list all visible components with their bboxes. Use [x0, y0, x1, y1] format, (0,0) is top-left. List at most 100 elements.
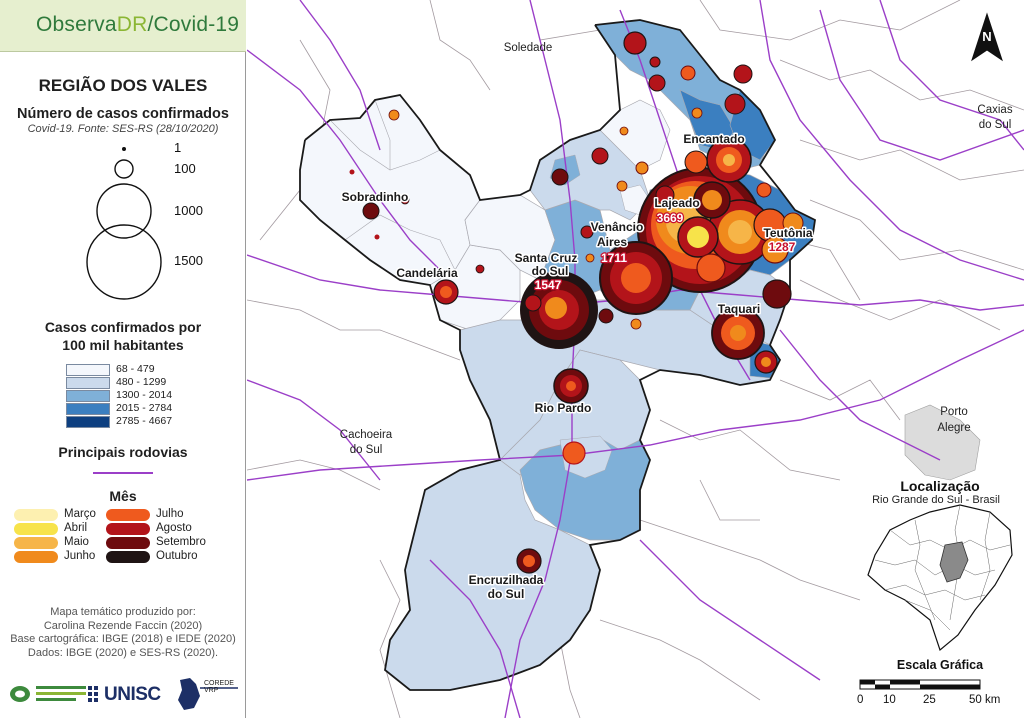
month-swatch: [106, 537, 150, 549]
cases-legend-title: Número de casos confirmados: [17, 106, 229, 122]
scale-label-0: 0: [857, 694, 864, 706]
circle-arroio-do-tigre[interactable]: [400, 195, 410, 205]
city-label-rio-pardo: Rio Pardo: [535, 401, 592, 415]
circle-rio-pardo[interactable]: [553, 368, 589, 404]
month-label: Julho: [156, 508, 184, 520]
circle-travesseiro[interactable]: [655, 185, 675, 205]
month-swatch: [14, 509, 58, 521]
circle-canudos[interactable]: [616, 180, 628, 192]
credit-line: Dados: IBGE (2020) e SES-RS (2020).: [27, 646, 219, 659]
circle-vale-do-sol[interactable]: [475, 264, 485, 274]
circle-vale-verde[interactable]: [630, 318, 642, 330]
rate-class-row: 2015 - 2784: [66, 402, 226, 415]
circle-tabai[interactable]: [762, 279, 792, 309]
rate-class-label: 480 - 1299: [116, 376, 167, 388]
circle-arvorezinha[interactable]: [623, 31, 647, 55]
circle-anta-gorda[interactable]: [648, 74, 666, 92]
city-label-venancio: Venâncio: [591, 220, 644, 234]
city-labels: Encantado Sobradinho Lajeado 3669 Venânc…: [340, 131, 814, 603]
month-label: Maio: [64, 536, 89, 548]
circle-sobradinho[interactable]: [362, 202, 380, 220]
circle-sinimbu[interactable]: [580, 225, 594, 239]
circle-bom-retiro[interactable]: [696, 253, 726, 283]
month-swatch: [14, 537, 58, 549]
brand-header: ObservaDR/Covid-19: [0, 0, 246, 52]
location-title: Localização: [900, 478, 980, 494]
circle-pantano-grande[interactable]: [562, 441, 586, 465]
road-line-swatch: [93, 472, 153, 474]
map-credits: Mapa temático produzido por: Carolina Re…: [0, 606, 246, 660]
rs-state-outline: [867, 504, 1013, 652]
place-label-porto-2: Alegre: [937, 422, 970, 434]
circle-muçum[interactable]: [724, 93, 746, 115]
circle-passa-sete[interactable]: [349, 169, 355, 175]
circle-passo-do-sobrado[interactable]: [598, 308, 614, 324]
circle-itapuca[interactable]: [649, 56, 661, 68]
circle-boqueirao[interactable]: [591, 147, 609, 165]
scale-label-10: 10: [883, 694, 896, 706]
unisc-logo-text: UNISC: [104, 684, 161, 705]
month-swatch: [14, 523, 58, 535]
circle-venancio-aires[interactable]: [599, 241, 673, 315]
corede-logo-text: COREDE VRP: [204, 680, 234, 694]
circle-label-100: 100: [174, 161, 196, 176]
circle-taquari[interactable]: [711, 306, 765, 360]
corede-logo-icon: [178, 678, 238, 710]
circle-colinas[interactable]: [756, 182, 772, 198]
month-label: Junho: [64, 550, 96, 562]
city-count-santa-cruz: 1547: [535, 278, 562, 292]
circle-estrela-core: [728, 220, 752, 244]
circle-santa-cruz[interactable]: [520, 271, 598, 349]
circle-lagoao[interactable]: [388, 109, 400, 121]
city-count-teutonia: 1287: [769, 240, 796, 254]
rate-class-row: 2785 - 4667: [66, 415, 226, 428]
locator-region-highlight: [939, 541, 969, 583]
circle-putinga[interactable]: [680, 65, 696, 81]
logo-graphics: [10, 678, 238, 710]
circle-barros-cassal[interactable]: [551, 168, 569, 186]
circle-arroio-do-meio-inner: [702, 190, 722, 210]
scale-label-25: 25: [923, 694, 936, 706]
circle-ilopolis[interactable]: [619, 126, 629, 136]
circle-encruzilhada-inner: [523, 555, 535, 567]
month-label: Agosto: [156, 522, 192, 534]
month-label: Abril: [64, 522, 88, 534]
region-outline: [299, 19, 816, 691]
rate-class-swatch: [66, 364, 110, 376]
map-area[interactable]: Soledade Caxias do Sul Cachoeira do Sul …: [247, 0, 1024, 718]
circle-westfalia[interactable]: [761, 236, 789, 264]
circle-doutor-ricardo[interactable]: [691, 107, 703, 119]
city-label-encruzilhada-2: do Sul: [488, 587, 525, 601]
city-label-santa-cruz-2: do Sul: [532, 264, 569, 278]
circle-relvado[interactable]: [635, 161, 649, 175]
city-label-santa-cruz: Santa Cruz: [515, 251, 578, 265]
circle-poco-das-antas[interactable]: [782, 212, 804, 234]
north-arrow-icon: [971, 12, 1003, 62]
credit-line: Base cartográfica: IBGE (2018) e IEDE (2…: [10, 633, 236, 645]
scale-label-50km: 50 km: [969, 694, 1001, 706]
brand-logo-text: ObservaDR/Covid-19: [36, 13, 239, 37]
north-arrow-label: N: [982, 29, 991, 44]
circle-vespasiano-correa[interactable]: [733, 64, 753, 84]
municipal-boundaries-outside: [247, 0, 1024, 718]
month-label: Outubro: [156, 550, 198, 562]
place-label-soledade: Soledade: [504, 42, 553, 54]
month-swatch: [106, 551, 150, 563]
circle-vera-cruz[interactable]: [524, 294, 542, 312]
rate-class-label: 2015 - 2784: [116, 402, 173, 414]
circle-encantado[interactable]: [706, 137, 752, 183]
city-count-lajeado: 3669: [657, 211, 684, 225]
circle-ibarama[interactable]: [374, 234, 380, 240]
map-canvas[interactable]: Soledade Caxias do Sul Cachoeira do Sul …: [247, 0, 1024, 718]
city-label-encantado: Encantado: [683, 132, 744, 146]
circle-general-camara-inner: [761, 357, 771, 367]
circle-herveiras[interactable]: [585, 253, 595, 263]
legend-circle-1500: [86, 224, 162, 300]
circle-legend-graphic: [86, 147, 162, 300]
rate-legend-title: Casos confirmados por 100 mil habitantes: [0, 318, 246, 354]
month-legend-title: Mês: [109, 488, 137, 504]
circle-roca-sales[interactable]: [684, 150, 708, 174]
rate-class-label: 1300 - 2014: [116, 389, 173, 401]
month-swatch: [14, 551, 58, 563]
proportional-circle-legend: 1 100 1000 1500: [0, 140, 246, 315]
